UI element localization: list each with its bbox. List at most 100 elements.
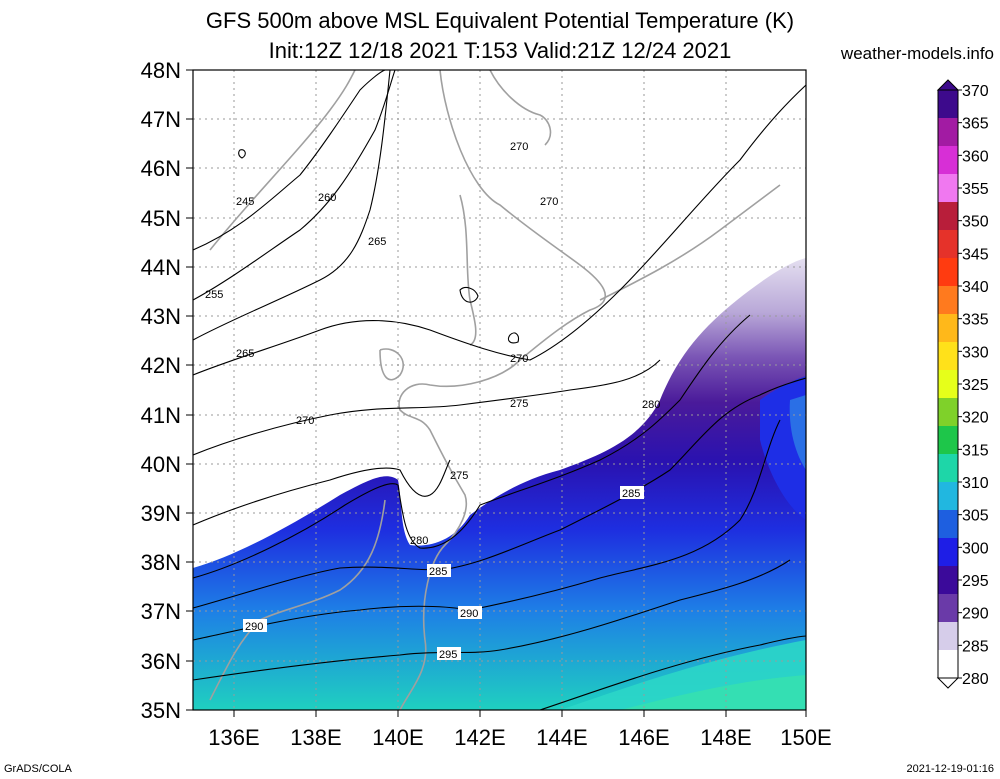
lat-label: 46N bbox=[141, 156, 181, 181]
contour-label: 290 bbox=[460, 608, 478, 620]
lat-label: 38N bbox=[141, 550, 181, 575]
lat-label: 36N bbox=[141, 649, 181, 674]
colorbar-swatch bbox=[938, 538, 958, 567]
colorbar-swatch bbox=[938, 370, 958, 399]
contour-label: 265 bbox=[236, 348, 254, 360]
colorbar-swatch bbox=[938, 398, 958, 427]
colorbar-swatch bbox=[938, 426, 958, 455]
colorbar-swatch bbox=[938, 622, 958, 651]
colorbar-label: 295 bbox=[962, 573, 989, 590]
axis-ticks bbox=[186, 69, 807, 717]
colorbar-label: 325 bbox=[962, 377, 989, 394]
contour-label: 285 bbox=[429, 566, 447, 578]
contour-label: 265 bbox=[368, 236, 386, 248]
colorbar-swatch bbox=[938, 286, 958, 315]
map-title: GFS 500m above MSL Equivalent Potential … bbox=[205, 8, 795, 33]
coastlines bbox=[209, 70, 781, 710]
colorbar-label: 355 bbox=[962, 181, 989, 198]
colorbar-labels: 370 365 360 355 350 345 340 335 330 325 320 315 310 3… bbox=[962, 83, 989, 688]
footer-timestamp: 2021-12-19-01:16 bbox=[906, 763, 994, 775]
colorbar-swatch bbox=[938, 258, 958, 287]
plot-frame bbox=[192, 69, 807, 711]
colorbar-label: 345 bbox=[962, 246, 989, 263]
lat-label: 43N bbox=[141, 304, 181, 329]
colorbar-swatch bbox=[938, 454, 958, 483]
colorbar-label: 285 bbox=[962, 638, 989, 655]
colorbar-swatch bbox=[938, 482, 958, 511]
lat-label: 48N bbox=[141, 58, 181, 83]
lat-label: 44N bbox=[141, 255, 181, 280]
colorbar-swatch bbox=[938, 90, 958, 119]
lon-label: 136E bbox=[208, 725, 259, 750]
colorbar-swatch bbox=[938, 594, 958, 623]
contour-label: 270 bbox=[296, 415, 314, 427]
colorbar-label: 280 bbox=[962, 671, 989, 688]
colorbar-swatch bbox=[938, 202, 958, 231]
contour-label: 280 bbox=[642, 399, 660, 411]
footer-software: GrADS/COLA bbox=[4, 763, 72, 775]
lat-label: 45N bbox=[141, 206, 181, 231]
lat-label: 42N bbox=[141, 353, 181, 378]
lon-label: 140E bbox=[372, 725, 423, 750]
theta-e-shading bbox=[193, 258, 806, 710]
gridlines bbox=[193, 70, 806, 710]
colorbar-swatch bbox=[938, 146, 958, 175]
contour-label: 270 bbox=[510, 353, 528, 365]
latitude-labels: 48N 47N 46N 45N 44N 43N 42N 41N 40N 39N … bbox=[141, 58, 181, 723]
colorbar-swatch bbox=[938, 566, 958, 595]
lat-label: 40N bbox=[141, 452, 181, 477]
colorbar-label: 330 bbox=[962, 344, 989, 361]
colorbar-swatch bbox=[938, 230, 958, 259]
lon-label: 138E bbox=[290, 725, 341, 750]
colorbar-label: 290 bbox=[962, 606, 989, 623]
contour-label: 285 bbox=[622, 488, 640, 500]
lat-label: 47N bbox=[141, 107, 181, 132]
contour-label: 255 bbox=[205, 289, 223, 301]
lon-label: 146E bbox=[618, 725, 669, 750]
colorbar-label: 370 bbox=[962, 83, 989, 100]
lon-label: 144E bbox=[536, 725, 587, 750]
contour-label: 275 bbox=[450, 470, 468, 482]
lon-label: 148E bbox=[700, 725, 751, 750]
colorbar-swatch bbox=[938, 650, 958, 679]
lat-label: 37N bbox=[141, 599, 181, 624]
contour-label: 260 bbox=[318, 192, 336, 204]
contour-label: 270 bbox=[510, 141, 528, 153]
colorbar-label: 305 bbox=[962, 508, 989, 525]
lat-label: 39N bbox=[141, 501, 181, 526]
colorbar-swatch bbox=[938, 314, 958, 343]
colorbar-label: 365 bbox=[962, 116, 989, 133]
boxed-contour-labels: 285 285 290 290 295 bbox=[243, 486, 644, 661]
colorbar-bottom-arrow bbox=[936, 677, 960, 689]
contour-label: 295 bbox=[439, 649, 457, 661]
contour-lines bbox=[193, 70, 806, 710]
colorbar-label: 310 bbox=[962, 475, 989, 492]
longitude-labels: 136E 138E 140E 142E 144E 146E 148E 150E bbox=[208, 725, 831, 750]
contour-label: 245 bbox=[236, 196, 254, 208]
contour-label: 290 bbox=[245, 621, 263, 633]
colorbar-label: 335 bbox=[962, 312, 989, 329]
contour-label: 280 bbox=[410, 535, 428, 547]
lat-label: 41N bbox=[141, 403, 181, 428]
contour-label-group: 245 255 260 265 265 270 270 270 270 275 … bbox=[205, 141, 660, 547]
colorbar-label: 300 bbox=[962, 540, 989, 557]
credit-label: weather-models.info bbox=[840, 44, 994, 63]
colorbar-swatch bbox=[938, 174, 958, 203]
colorbar-swatch bbox=[938, 118, 958, 147]
colorbar-label: 360 bbox=[962, 148, 989, 165]
colorbar-label: 350 bbox=[962, 214, 989, 231]
colorbar bbox=[936, 79, 962, 689]
lon-label: 142E bbox=[454, 725, 505, 750]
colorbar-top-arrow bbox=[936, 79, 960, 91]
colorbar-swatch bbox=[938, 510, 958, 539]
lon-label: 150E bbox=[780, 725, 831, 750]
colorbar-swatch bbox=[938, 342, 958, 371]
colorbar-label: 320 bbox=[962, 410, 989, 427]
contour-label: 275 bbox=[510, 398, 528, 410]
colorbar-label: 315 bbox=[962, 442, 989, 459]
colorbar-label: 340 bbox=[962, 279, 989, 296]
lat-label: 35N bbox=[141, 698, 181, 723]
map-subtitle: Init:12Z 12/18 2021 T:153 Valid:21Z 12/2… bbox=[268, 38, 732, 63]
contour-label: 270 bbox=[540, 196, 558, 208]
